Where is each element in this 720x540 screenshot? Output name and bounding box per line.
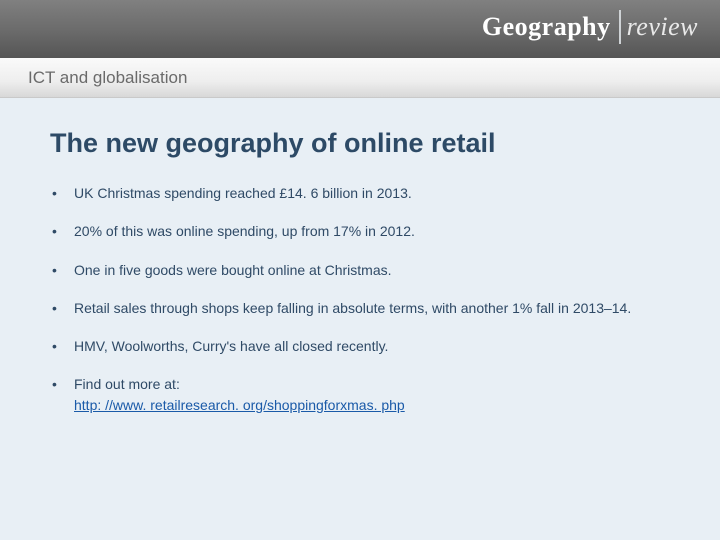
list-item: One in five goods were bought online at … [50,260,670,280]
link-intro-text: Find out more at: [74,376,180,392]
list-item: UK Christmas spending reached £14. 6 bil… [50,183,670,203]
bullet-text: UK Christmas spending reached £14. 6 bil… [74,185,412,201]
bullet-text: HMV, Woolworths, Curry's have all closed… [74,338,388,354]
slide-title: The new geography of online retail [50,128,670,159]
brand-divider-icon [619,10,621,44]
bullet-text: 20% of this was online spending, up from… [74,223,415,239]
subheader-band: ICT and globalisation [0,58,720,98]
brand-logo: Geography review [482,10,698,48]
reference-link[interactable]: http: //www. retailresearch. org/shoppin… [74,397,405,413]
header-band: Geography review [0,0,720,58]
list-item: Retail sales through shops keep falling … [50,298,670,318]
subtitle-text: ICT and globalisation [28,68,187,88]
list-item: HMV, Woolworths, Curry's have all closed… [50,336,670,356]
slide-content: The new geography of online retail UK Ch… [0,98,720,415]
bullet-text: One in five goods were bought online at … [74,262,392,278]
bullet-text: Retail sales through shops keep falling … [74,300,631,316]
brand-review: review [627,12,698,41]
list-item: 20% of this was online spending, up from… [50,221,670,241]
list-item: Find out more at: http: //www. retailres… [50,374,670,415]
bullet-list: UK Christmas spending reached £14. 6 bil… [50,183,670,415]
brand-geography: Geography [482,12,611,41]
